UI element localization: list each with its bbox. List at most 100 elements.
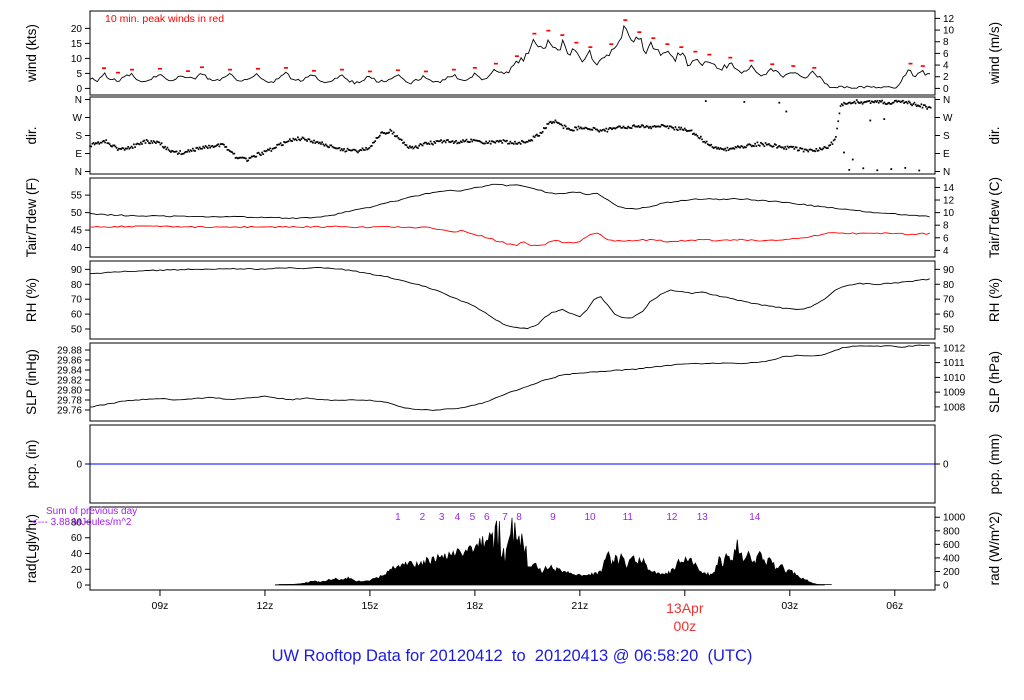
rad-hour-marker: 2: [420, 512, 426, 523]
wind-right-tick-label: 0: [943, 84, 949, 95]
rad-hour-marker: 5: [470, 512, 476, 523]
slp-left-tick-label: 29.88: [57, 346, 82, 357]
relative-humidity-trace: [89, 266, 930, 330]
slp-right-tick-label: 1010: [943, 373, 966, 384]
slp-left-tick-label: 29.78: [57, 396, 82, 407]
x-tick-hour-label: 00z: [674, 618, 697, 634]
dir-left-tick-label: S: [75, 131, 82, 142]
rh-left-tick-label: 90: [71, 265, 83, 276]
rad-right-axis-title: rad (W/m^2): [987, 512, 1002, 586]
temp-left-axis-title: Tair/Tdew (F): [24, 178, 39, 258]
ten-min-peak-winds-mark: [908, 62, 913, 65]
dir-right-tick-label: N: [943, 167, 950, 178]
slp-left-tick-label: 29.80: [57, 386, 82, 397]
rad-left-tick-label: 80: [71, 517, 83, 528]
rad-hour-marker: 11: [623, 512, 634, 523]
ten-min-peak-winds-mark: [311, 70, 316, 72]
temp-left-tick-label: 40: [71, 243, 83, 254]
rad-hour-marker: 9: [550, 512, 556, 523]
rad-hour-marker: 13: [697, 512, 709, 523]
dir-right-tick-label: E: [943, 149, 950, 160]
temp-left-tick-label: 50: [71, 208, 83, 219]
ten-min-peak-winds-mark: [588, 46, 593, 48]
rad-left-tick-label: 40: [71, 549, 83, 560]
dir-left-tick-label: W: [73, 113, 83, 124]
figure-title: UW Rooftop Data for 20120412 to 20120413…: [272, 647, 753, 665]
temp-right-tick-label: 8: [943, 221, 949, 232]
temp-right-tick-label: 14: [943, 183, 955, 194]
pcp-right-tick-label: 0: [943, 460, 949, 471]
ten-min-peak-winds-mark: [115, 71, 120, 74]
wind-left-tick-label: 20: [71, 24, 83, 35]
x-tick-label: 03z: [781, 600, 798, 612]
slp-right-tick-label: 1011: [943, 358, 965, 369]
ten-min-peak-winds-mark: [395, 69, 400, 72]
ten-min-peak-winds-mark: [651, 37, 656, 39]
ten-min-peak-winds-mark: [665, 43, 670, 45]
ten-min-peak-winds-mark: [451, 68, 456, 71]
temp-left-tick-label: 45: [71, 226, 83, 237]
temp-left-tick-label: 55: [71, 191, 83, 202]
temp-right-tick-label: 6: [943, 233, 949, 244]
pcp-right-axis-title: pcp. (mm): [987, 434, 1002, 495]
wind-annotation: 10 min. peak winds in red: [105, 13, 224, 25]
x-tick-label: 15z: [361, 600, 378, 612]
dir-right-tick-label: W: [943, 113, 953, 124]
rad-hour-marker: 1: [395, 512, 401, 523]
x-tick-label: 21z: [571, 600, 588, 612]
ten-min-peak-winds-mark: [770, 63, 775, 66]
slp-left-tick-label: 29.82: [57, 376, 82, 387]
dir-left-tick-label: N: [75, 95, 82, 106]
ten-min-peak-winds-mark: [101, 67, 106, 69]
ten-min-peak-winds-mark: [920, 65, 925, 67]
air-temperature-trace: [89, 183, 930, 220]
dir-right-axis-title: dir.: [987, 126, 1002, 144]
rh-right-tick-label: 50: [943, 325, 955, 336]
slp-left-tick-label: 29.86: [57, 356, 82, 367]
wind-left-tick-label: 5: [76, 69, 82, 80]
x-tick-label: 18z: [466, 600, 483, 612]
wind-right-axis-title: wind (m/s): [987, 22, 1002, 85]
rad-left-tick-label: 0: [76, 581, 82, 592]
ten-min-peak-winds-mark: [609, 43, 614, 45]
panel-rh: 50 60 70 80 90 50 60 70 80 90 RH (%) RH (%): [24, 260, 1002, 340]
dir-left-axis-title: dir.: [24, 126, 39, 144]
ten-min-peak-winds-mark: [546, 29, 551, 32]
pcp-left-axis-title: pcp. (in): [24, 440, 39, 489]
rad-right-tick-label: 200: [943, 567, 960, 578]
slp-right-tick-label: 1008: [943, 402, 966, 413]
rh-right-tick-label: 60: [943, 310, 955, 321]
rh-left-tick-label: 70: [71, 295, 83, 306]
rad-left-axis-title: rad(Lgly/hr): [24, 514, 39, 583]
wind-left-axis-title: wind (kts): [24, 24, 39, 83]
rad-hour-marker: 7: [502, 512, 508, 523]
temp-right-axis-title: Tair/Tdew (C): [987, 177, 1002, 258]
ten-min-peak-winds-mark: [199, 66, 204, 69]
rh-right-tick-label: 70: [943, 295, 955, 306]
wind-right-tick-label: 12: [943, 14, 955, 25]
ten-min-peak-winds-mark: [157, 67, 162, 70]
wind-speed-trace: [89, 24, 931, 89]
ten-min-peak-winds-mark: [129, 68, 134, 71]
x-tick-label: 06z: [886, 600, 903, 612]
temp-right-tick-label: 10: [943, 208, 955, 219]
wind-left-tick-label: 10: [71, 54, 83, 65]
dir-right-tick-label: S: [943, 131, 950, 142]
rad-left-tick-label: 60: [71, 533, 83, 544]
rad-hour-marker: 3: [439, 512, 445, 523]
ten-min-peak-winds-mark: [791, 65, 796, 67]
ten-min-peak-winds-mark: [423, 70, 428, 73]
ten-min-peak-winds-mark: [255, 67, 260, 70]
solar-radiation-area: [275, 517, 825, 586]
dir-left-tick-label: E: [75, 149, 82, 160]
slp-left-tick-label: 29.76: [57, 406, 82, 417]
ten-min-peak-winds-mark: [227, 68, 232, 71]
ten-min-peak-winds-mark: [367, 70, 372, 73]
ten-min-peak-winds-mark: [185, 70, 190, 72]
wind-left-tick-label: 15: [71, 39, 83, 50]
rh-right-tick-label: 80: [943, 280, 955, 291]
rad-right-tick-label: 800: [943, 526, 960, 537]
